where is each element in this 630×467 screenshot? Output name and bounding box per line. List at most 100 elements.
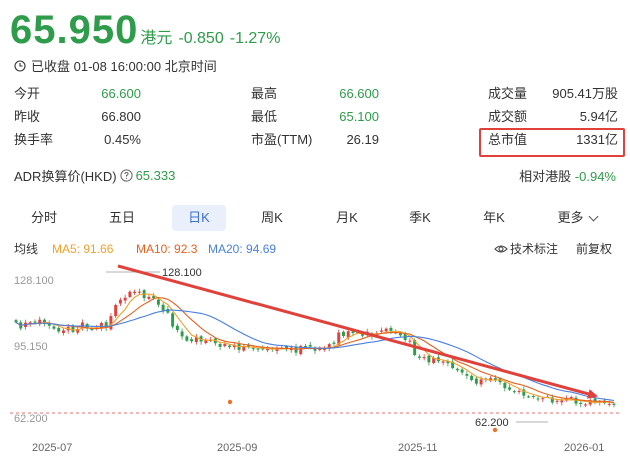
tab-quarterly-k[interactable]: 季K: [409, 210, 431, 225]
candle-body: [460, 369, 464, 373]
candle-body: [318, 348, 322, 350]
eye-icon[interactable]: [494, 243, 508, 255]
candle: [137, 288, 141, 295]
candle: [118, 297, 122, 307]
candle-body: [218, 343, 222, 347]
candle: [503, 380, 507, 392]
high-annotation-label: 128.100: [162, 267, 202, 279]
market-status-text: 已收盘 01-08 16:00:00 北京时间: [31, 59, 217, 74]
stat-volume-label: 成交量: [488, 86, 528, 101]
relative-hk: 相对港股 -0.94%: [519, 166, 616, 185]
candle: [128, 290, 132, 299]
tab-intraday[interactable]: 分时: [30, 210, 57, 225]
candle-body: [389, 327, 393, 331]
adjust-mode-select[interactable]: 前复权: [576, 242, 613, 256]
candle-body: [104, 322, 108, 328]
chevron-down-icon: [588, 211, 598, 222]
candle: [512, 389, 516, 394]
candle-body: [147, 296, 151, 299]
candle-body: [128, 291, 132, 297]
candle: [584, 403, 587, 407]
candle-body: [313, 347, 317, 351]
candle: [432, 355, 436, 365]
candle-body: [190, 339, 194, 342]
candle-body: [569, 396, 573, 398]
candle-body: [550, 397, 554, 403]
tab-weekly-k[interactable]: 周K: [261, 210, 283, 225]
candle-body: [607, 403, 611, 405]
candle: [332, 340, 336, 348]
current-price: 65.950: [10, 8, 139, 52]
candle: [133, 289, 137, 296]
adr-label: ADR换算价(HKD): [14, 169, 117, 184]
candle-body: [360, 333, 364, 336]
candle-body: [422, 357, 426, 359]
candle: [536, 395, 540, 402]
relative-hk-label: 相对港股: [519, 169, 572, 184]
trend-arrow: [117, 264, 598, 399]
stat-volume-value: 905.41万股: [552, 86, 618, 101]
stat-low-label: 最低: [251, 109, 278, 124]
stat-turnover-rate-value: 0.45%: [104, 132, 141, 147]
candle-body: [14, 320, 18, 323]
tech-annotation-toggle[interactable]: 技术标注: [510, 242, 559, 256]
candle: [294, 343, 298, 356]
candle-body: [57, 327, 61, 332]
candle: [185, 335, 189, 342]
candle: [114, 303, 118, 319]
tab-more[interactable]: 更多: [542, 205, 612, 231]
indicator-row: 均线 MA5: 91.66 MA10: 92.3 MA20: 94.69 技术标…: [14, 240, 618, 258]
stat-amount-value: 5.94亿: [579, 109, 618, 124]
candle: [422, 354, 426, 361]
tab-daily-k[interactable]: 日K: [172, 205, 226, 231]
x-tick-label: 2025-09: [217, 442, 257, 454]
candle-body: [432, 358, 436, 364]
candle-body: [256, 348, 260, 350]
candle: [379, 327, 383, 334]
candle-body: [76, 328, 80, 333]
candle-body: [232, 344, 236, 348]
candle-body: [251, 348, 255, 350]
candle-body: [223, 344, 227, 347]
period-tabs: 分时 五日 日K 周K 月K 季K 年K 更多: [10, 205, 622, 231]
adr-value: 65.333: [135, 168, 176, 183]
candle-body: [489, 378, 493, 381]
help-icon[interactable]: [119, 169, 133, 182]
candle-body: [247, 345, 251, 347]
candle: [156, 298, 160, 308]
candle-body: [299, 346, 303, 355]
candle: [612, 402, 616, 408]
candle: [204, 338, 208, 345]
currency-unit: 港元: [140, 30, 173, 47]
candle-body: [109, 316, 113, 330]
tab-five-day[interactable]: 五日: [108, 210, 135, 225]
x-tick-label: 2026-01: [564, 442, 604, 454]
candle-body: [166, 309, 170, 313]
candle: [38, 316, 42, 327]
candle-body: [379, 330, 383, 332]
candle-body: [493, 378, 497, 381]
event-marker-dot: [227, 399, 233, 405]
candle-body: [593, 398, 597, 402]
candle: [76, 326, 80, 335]
ma10-value: MA10: 92.3: [136, 242, 198, 256]
adr-row: ADR换算价(HKD) 65.333: [14, 166, 175, 185]
candle-body: [285, 346, 288, 350]
stat-market-cap-value: 1331亿: [576, 132, 618, 147]
ma5-value: MA5: 91.66: [52, 242, 114, 256]
event-marker-dot: [492, 427, 498, 433]
candle: [104, 320, 108, 332]
tab-yearly-k[interactable]: 年K: [483, 210, 505, 225]
candle-body: [133, 291, 137, 294]
candle-body: [52, 326, 56, 329]
candle: [446, 359, 450, 367]
candle-body: [185, 336, 189, 341]
candle: [527, 395, 531, 399]
candle-body: [71, 325, 75, 332]
candle-body: [304, 346, 307, 348]
candle-body: [470, 375, 474, 381]
clock-icon: [14, 59, 26, 72]
tab-monthly-k[interactable]: 月K: [336, 210, 358, 225]
candle-body: [80, 322, 84, 329]
candle-body: [123, 297, 127, 301]
